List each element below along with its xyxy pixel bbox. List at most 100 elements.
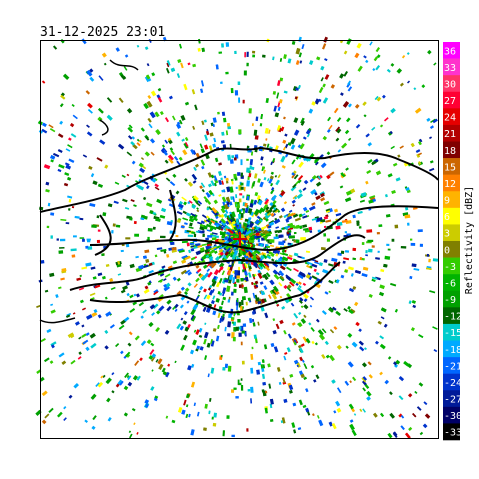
echo — [380, 307, 387, 313]
echo — [321, 354, 326, 360]
echo — [200, 275, 207, 281]
echo — [123, 385, 129, 391]
echo — [390, 145, 395, 150]
echo — [99, 139, 106, 145]
echo — [144, 285, 149, 290]
echo — [301, 359, 305, 363]
echo — [255, 116, 259, 122]
echo — [253, 334, 257, 339]
echo — [86, 124, 90, 129]
echo — [191, 173, 198, 181]
echo — [288, 389, 293, 394]
echo — [265, 232, 271, 236]
echo — [120, 74, 126, 80]
colorbar-label: -27 — [444, 395, 462, 406]
echo — [170, 149, 176, 156]
echo — [287, 58, 292, 64]
echo — [226, 285, 231, 292]
echo — [260, 364, 264, 369]
echo — [97, 314, 102, 319]
echo — [254, 235, 258, 240]
colorbar-swatch — [443, 207, 460, 225]
echo — [390, 63, 395, 67]
echo — [213, 412, 218, 418]
echo — [106, 97, 113, 103]
echo — [65, 148, 71, 152]
echo — [211, 232, 218, 235]
echo — [184, 291, 188, 296]
echo — [165, 177, 171, 182]
echo — [243, 186, 246, 192]
echo — [204, 134, 208, 141]
echo — [105, 263, 110, 267]
echo — [292, 239, 295, 241]
echo — [248, 268, 252, 272]
colorbar-label: 6 — [444, 212, 450, 223]
echo — [218, 193, 222, 197]
echo — [138, 139, 142, 143]
echo — [85, 332, 90, 336]
echo — [367, 142, 373, 147]
echo — [63, 406, 67, 410]
echo — [187, 201, 191, 205]
echo — [160, 149, 165, 154]
echo — [161, 144, 166, 148]
echo — [195, 230, 200, 233]
echo — [299, 356, 304, 362]
echo — [188, 200, 193, 204]
echo — [269, 239, 275, 243]
echo — [265, 206, 270, 211]
echo — [278, 270, 283, 275]
echo — [244, 207, 249, 214]
echo — [164, 159, 169, 164]
echo — [398, 413, 403, 418]
echo — [190, 148, 195, 155]
echo — [278, 234, 283, 238]
echo — [390, 107, 396, 114]
echo — [340, 250, 345, 255]
echo — [71, 103, 75, 108]
echo — [168, 158, 174, 164]
echo — [352, 247, 357, 252]
echo — [261, 166, 266, 170]
echo — [259, 281, 264, 285]
echo — [210, 225, 217, 231]
echo — [355, 123, 361, 129]
echo — [344, 269, 348, 273]
echo — [320, 218, 326, 223]
echo — [348, 309, 354, 314]
echo — [228, 274, 234, 281]
echo — [74, 215, 80, 219]
echo — [178, 207, 183, 211]
echo — [270, 161, 274, 166]
echo — [240, 385, 244, 391]
echo — [303, 376, 307, 380]
echo — [175, 190, 180, 195]
echo — [117, 143, 125, 150]
echo — [61, 360, 67, 365]
echo — [307, 272, 312, 276]
echo — [227, 365, 232, 372]
echo — [262, 54, 266, 58]
echo — [333, 326, 338, 331]
echo — [279, 319, 284, 325]
echo — [255, 297, 259, 302]
echo — [221, 131, 225, 136]
echo — [205, 254, 210, 259]
echo — [288, 254, 293, 258]
echo — [56, 238, 59, 241]
echo — [165, 415, 169, 419]
echo — [140, 315, 144, 319]
echo — [206, 206, 210, 211]
echo — [209, 132, 214, 137]
echo — [347, 80, 352, 86]
echo — [298, 52, 302, 58]
echo — [138, 162, 144, 168]
echo — [232, 277, 236, 284]
echo — [131, 136, 136, 140]
echo — [308, 276, 313, 281]
echo — [412, 206, 418, 210]
echo — [293, 252, 299, 257]
echo — [354, 301, 359, 307]
echo — [364, 383, 370, 389]
